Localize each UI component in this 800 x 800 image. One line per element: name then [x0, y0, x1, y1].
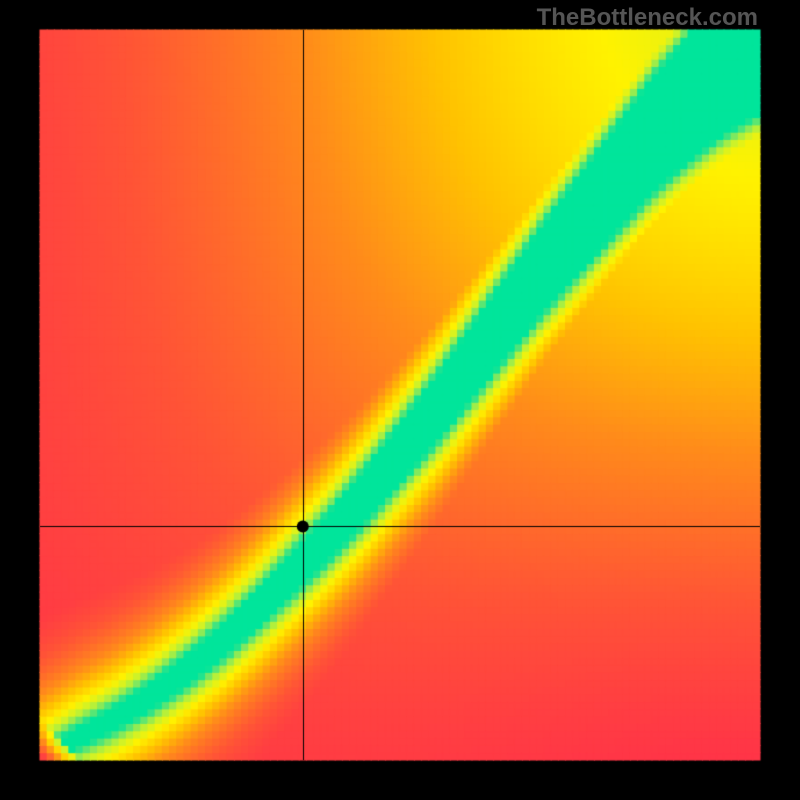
chart-container: TheBottleneck.com: [0, 0, 800, 800]
bottleneck-heatmap: [0, 0, 800, 800]
watermark-text: TheBottleneck.com: [537, 4, 758, 32]
